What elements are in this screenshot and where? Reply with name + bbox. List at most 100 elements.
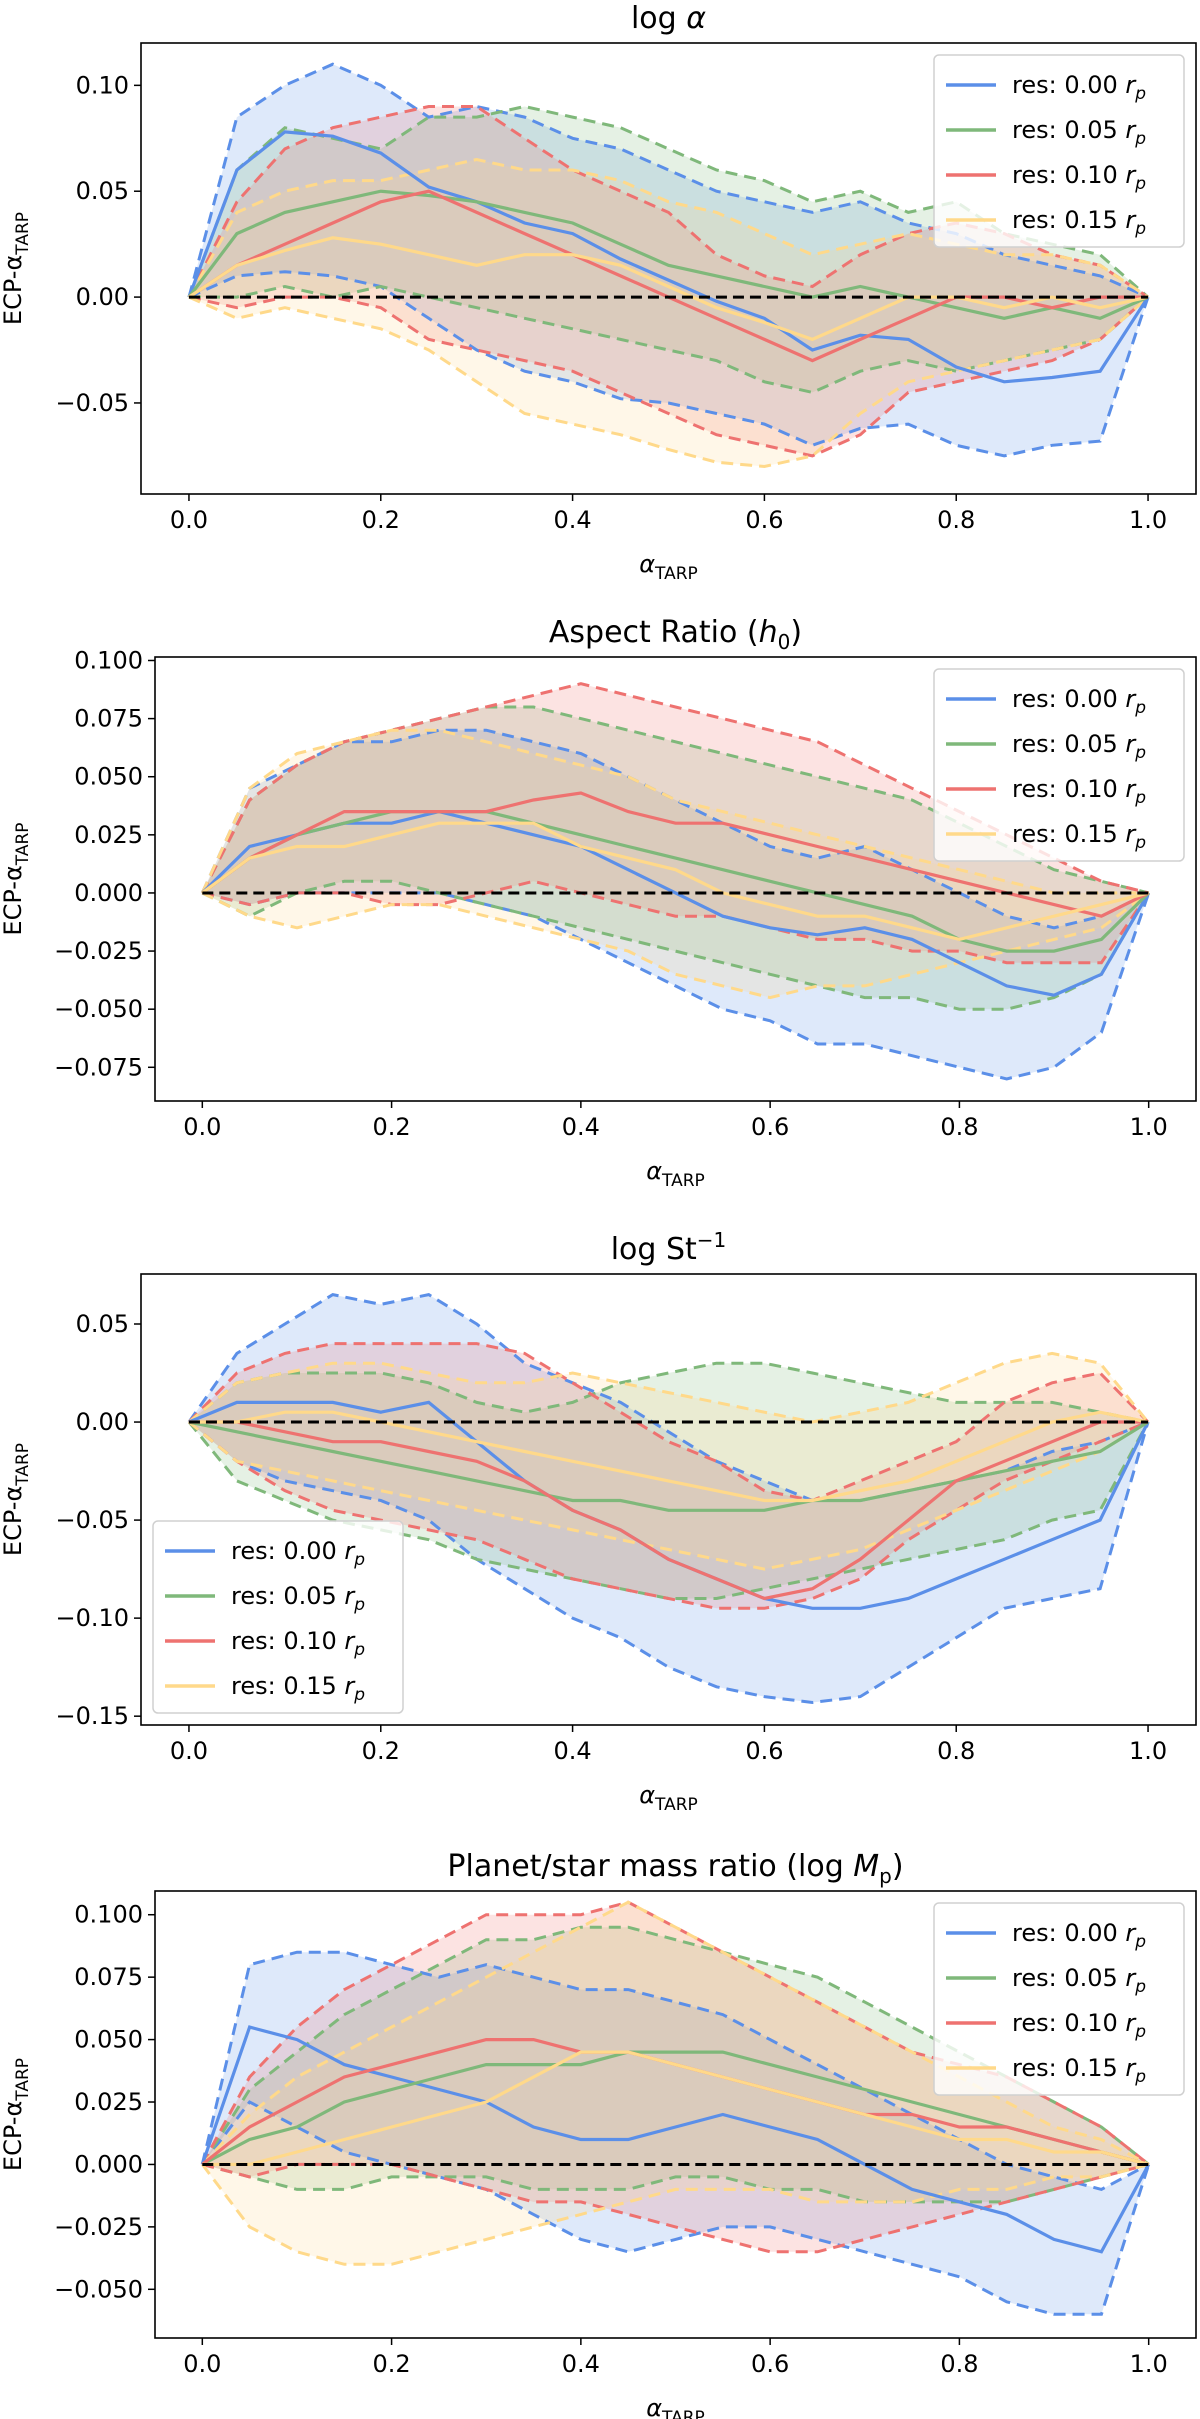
x-tick-label: 1.0 <box>1130 2350 1168 2378</box>
y-tick-label: 0.000 <box>74 2150 143 2178</box>
y-tick-label: −0.05 <box>55 389 129 417</box>
legend-entry-label: res: 0.05 rp <box>1012 1964 1146 1997</box>
band-res_015 <box>189 159 1148 467</box>
y-tick-label: 0.025 <box>74 821 143 849</box>
upper-bound-res_015 <box>200 728 1149 895</box>
panel-4: Planet/star mass ratio (log Mp) 0.0 0.2 0.4… <box>0 1849 1197 2419</box>
legend-entry-label: res: 0.10 rp <box>1012 775 1146 808</box>
band-res_015 <box>202 1902 1149 2265</box>
legend-box <box>933 1902 1185 2096</box>
y-tick-label: −0.050 <box>54 995 143 1023</box>
axes-frame <box>154 1890 1197 2339</box>
y-tick-label: 0.100 <box>74 1901 143 1929</box>
band-res_005 <box>189 106 1148 393</box>
plot-area <box>200 682 1151 1081</box>
lower-bound-res_015 <box>201 2162 1150 2266</box>
legend-entry-label: res: 0.15 rp <box>1012 206 1146 239</box>
upper-bound-res_005 <box>188 1361 1149 1424</box>
legend: res: 0.00 rp res: 0.05 rp res: 0.10 rp res:… <box>933 1902 1185 2096</box>
plot-area <box>187 1293 1150 1705</box>
lower-bound-res_000 <box>188 270 1150 458</box>
panel-2: Aspect Ratio (h0) 0.0 0.2 0.4 0.6 0.8 1.0 −0.07… <box>0 615 1197 1191</box>
upper-bound-res_000 <box>200 728 1150 930</box>
mean-line-res_015 <box>189 1410 1149 1503</box>
legend-box <box>933 54 1185 248</box>
x-tick-label: 0.2 <box>373 2350 411 2378</box>
legend-entry-label: res: 0.10 rp <box>231 1627 365 1660</box>
upper-bound-res_015 <box>188 1351 1150 1424</box>
legend-entry-label: res: 0.00 rp <box>1012 71 1146 104</box>
legend: res: 0.00 rp res: 0.05 rp res: 0.10 rp res:… <box>933 668 1185 862</box>
legend-entry-label: res: 0.00 rp <box>1012 685 1146 718</box>
x-tick-label: 0.0 <box>183 1113 221 1141</box>
y-tick-label: 0.00 <box>76 1408 129 1436</box>
mean-line-res_010 <box>201 791 1150 918</box>
panel-3: log St−1 0.0 0.2 0.4 0.6 0.8 1.0 −0.15 −0.10 −0.0… <box>0 1228 1197 1815</box>
x-tick-label: 0.0 <box>170 506 208 534</box>
y-axis-label: ECP-αTARP <box>0 2058 33 2171</box>
x-tick-label: 0.4 <box>554 1737 592 1765</box>
lower-bound-res_015 <box>188 1420 1149 1571</box>
band-res_000 <box>202 730 1149 1079</box>
legend-entry-label: res: 0.05 rp <box>1012 730 1146 763</box>
x-tick-label: 0.2 <box>362 1737 400 1765</box>
legend-entry-label: res: 0.10 rp <box>1012 161 1146 194</box>
upper-bound-res_010 <box>187 1342 1150 1503</box>
y-axis-label: ECP-αTARP <box>0 822 33 935</box>
y-tick-label: 0.10 <box>76 71 129 99</box>
y-tick-label: −0.10 <box>55 1604 129 1632</box>
lower-bound-res_010 <box>201 879 1150 965</box>
lower-bound-res_010 <box>188 295 1149 458</box>
y-axis-label: ECP-αTARP <box>0 212 33 325</box>
x-axis-label: αTARP <box>646 2394 705 2419</box>
upper-bound-res_015 <box>187 157 1149 299</box>
x-tick-label: 0.0 <box>183 2350 221 2378</box>
lower-bound-res_015 <box>188 295 1149 469</box>
plot-area <box>200 1900 1151 2316</box>
x-axis-label: αTARP <box>639 1781 698 1815</box>
x-tick-label: 1.0 <box>1129 506 1167 534</box>
axes-frame <box>140 1273 1197 1726</box>
mean-line-res_015 <box>202 2050 1150 2166</box>
legend-entry-label: res: 0.00 rp <box>231 1537 365 1570</box>
x-tick-label: 1.0 <box>1129 1737 1167 1765</box>
x-tick-label: 0.4 <box>562 2350 600 2378</box>
x-tick-label: 0.2 <box>362 506 400 534</box>
x-tick-label: 0.6 <box>751 1113 789 1141</box>
y-tick-label: 0.05 <box>76 1310 129 1338</box>
y-tick-label: 0.100 <box>74 646 143 674</box>
x-tick-label: 0.0 <box>170 1737 208 1765</box>
band-res_010 <box>189 1343 1148 1609</box>
band-res_000 <box>189 64 1148 456</box>
x-tick-label: 0.4 <box>554 506 592 534</box>
mean-line-res_005 <box>188 1420 1149 1512</box>
x-tick-label: 0.8 <box>937 506 975 534</box>
y-tick-label: 0.050 <box>74 763 143 791</box>
x-tick-label: 1.0 <box>1130 1113 1168 1141</box>
panel-1: log α 0.0 0.2 0.4 0.6 0.8 1.0 −0.05 0.00 0.05 0.10… <box>0 1 1197 584</box>
plot-area <box>187 62 1150 469</box>
upper-bound-res_005 <box>201 1925 1150 2166</box>
band-res_015 <box>189 1353 1148 1570</box>
legend-box <box>933 668 1185 862</box>
legend-entry-label: res: 0.00 rp <box>1012 1919 1146 1952</box>
y-tick-label: 0.05 <box>76 177 129 205</box>
legend: res: 0.00 rp res: 0.05 rp res: 0.10 rp res:… <box>152 1520 404 1714</box>
y-tick-label: −0.050 <box>54 2275 143 2303</box>
mean-line-res_000 <box>187 130 1150 384</box>
y-tick-label: −0.025 <box>54 2213 143 2241</box>
band-res_000 <box>202 1952 1149 2315</box>
y-axis-label: ECP-αTARP <box>0 1443 33 1556</box>
panel-title: log α <box>631 1 706 36</box>
panel-title: Planet/star mass ratio (log Mp) <box>447 1849 903 1888</box>
mean-line-res_005 <box>201 2050 1150 2166</box>
legend-entry-label: res: 0.15 rp <box>1012 820 1146 853</box>
lower-bound-res_005 <box>201 2162 1150 2204</box>
mean-line-res_005 <box>187 189 1149 320</box>
axes-frame <box>154 656 1197 1102</box>
lower-bound-res_000 <box>201 2100 1151 2316</box>
x-tick-label: 0.2 <box>373 1113 411 1141</box>
y-tick-label: −0.05 <box>55 1506 129 1534</box>
x-tick-label: 0.8 <box>940 1113 978 1141</box>
